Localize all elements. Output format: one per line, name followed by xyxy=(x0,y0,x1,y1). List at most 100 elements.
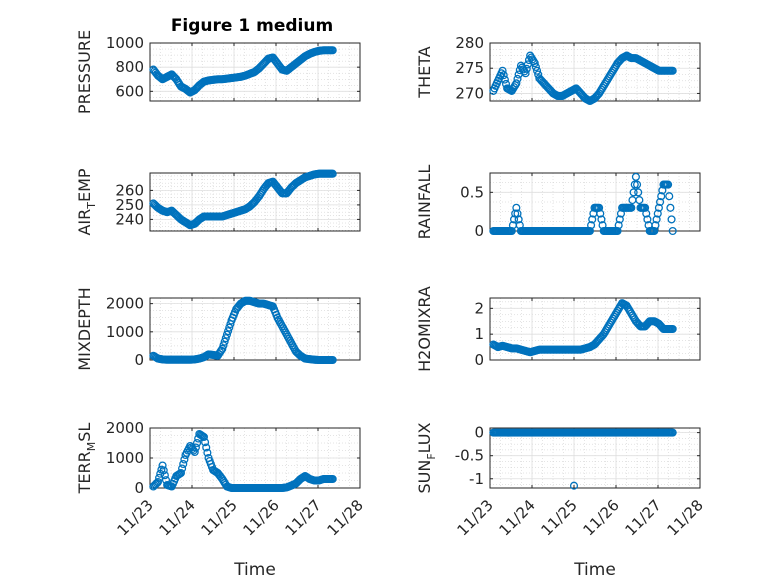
y-tick-label: 0 xyxy=(134,351,144,369)
y-axis-label: TERRMSL xyxy=(75,423,98,495)
data-point xyxy=(530,59,539,68)
x-axis-label: Time xyxy=(233,560,276,580)
y-tick-label: -1 xyxy=(469,470,484,488)
y-tick-label: 1 xyxy=(474,325,484,343)
x-tick-label: 11/27 xyxy=(622,496,665,539)
y-tick-label: 275 xyxy=(455,59,484,77)
data-series xyxy=(149,429,337,493)
data-point xyxy=(512,79,521,88)
y-tick-label: 0.5 xyxy=(460,183,484,201)
data-series xyxy=(489,428,677,490)
data-point xyxy=(652,215,661,224)
y-tick-label: -0.5 xyxy=(455,447,484,465)
data-point xyxy=(203,448,212,457)
figure-title: Figure 1 medium xyxy=(171,16,333,36)
x-tick-label: 11/25 xyxy=(198,496,241,539)
data-series xyxy=(489,299,677,357)
data-point xyxy=(666,203,675,212)
y-tick-label: 0 xyxy=(474,222,484,240)
data-point xyxy=(328,474,337,484)
data-point xyxy=(221,334,230,343)
data-point xyxy=(179,459,188,469)
y-tick-label: 1000 xyxy=(106,34,144,52)
y-tick-label: 1000 xyxy=(106,323,144,341)
x-tick-label: 11/24 xyxy=(496,496,539,539)
y-axis-label: THETA xyxy=(415,46,434,98)
y-axis-label: PRESSURE xyxy=(75,30,94,114)
data-point xyxy=(521,69,530,78)
y-axis-label: RAINFALL xyxy=(415,165,434,240)
data-point xyxy=(176,468,186,478)
subplot-4: 0 0.5 RAINFALL xyxy=(415,165,701,240)
data-point xyxy=(500,75,509,84)
data-point xyxy=(201,438,210,447)
data-point xyxy=(160,471,169,480)
data-point xyxy=(642,209,651,218)
y-axis-label: SUNFLUX xyxy=(415,422,438,493)
data-point xyxy=(668,66,677,75)
y-axis-label: H2OMIXRA xyxy=(415,286,434,372)
x-tick-label: 11/28 xyxy=(664,496,707,539)
data-point xyxy=(630,180,639,189)
data-point xyxy=(531,62,540,72)
data-point xyxy=(613,226,622,236)
axes-outline xyxy=(489,172,701,232)
data-series xyxy=(149,46,337,97)
data-point xyxy=(654,203,663,212)
data-point xyxy=(328,46,337,55)
axes-outline xyxy=(149,42,361,102)
data-point xyxy=(513,209,522,218)
subplot-6: 0 1 2 H2OMIXRA xyxy=(415,286,701,372)
y-tick-label: 2 xyxy=(474,299,484,317)
y-tick-label: 0 xyxy=(134,479,144,497)
y-tick-label: 270 xyxy=(455,84,484,102)
data-point xyxy=(498,66,507,75)
y-tick-label: 2000 xyxy=(106,419,144,437)
data-point xyxy=(657,192,666,201)
data-point xyxy=(225,323,234,332)
y-tick-label: 600 xyxy=(115,82,144,100)
y-tick-label: 800 xyxy=(115,58,144,76)
data-point xyxy=(534,70,543,79)
data-point xyxy=(532,66,542,75)
data-point xyxy=(202,443,211,452)
data-point xyxy=(159,466,168,475)
data-point xyxy=(507,226,516,236)
x-axis-label: Time xyxy=(573,560,616,580)
data-point xyxy=(328,355,337,365)
data-point xyxy=(641,203,650,212)
y-tick-label: 0 xyxy=(474,424,484,442)
data-point xyxy=(664,180,673,189)
subplot-1: 600 800 1000 PRESSURE xyxy=(75,30,361,114)
data-point xyxy=(180,455,189,464)
x-tick-label: 11/23 xyxy=(114,496,157,539)
data-point xyxy=(501,79,511,89)
subplot-2: 270 275 280 THETA xyxy=(415,34,701,106)
y-tick-label: 0 xyxy=(474,351,484,369)
y-tick-label: 250 xyxy=(115,196,144,214)
data-point xyxy=(588,215,597,224)
data-point xyxy=(585,226,594,236)
data-point xyxy=(511,209,520,218)
data-point xyxy=(597,215,606,224)
y-tick-label: 260 xyxy=(115,181,144,199)
data-point xyxy=(224,327,233,336)
y-tick-label: 2000 xyxy=(106,295,144,313)
data-point xyxy=(668,324,677,334)
data-point xyxy=(627,203,636,212)
data-point xyxy=(667,215,676,224)
data-point xyxy=(199,432,208,442)
x-tick-label: 11/27 xyxy=(282,496,325,539)
data-point xyxy=(522,64,531,73)
data-point xyxy=(222,330,231,339)
axes-outline xyxy=(489,297,701,361)
data-point xyxy=(218,344,227,353)
y-axis-label: MIXDEPTH xyxy=(75,287,94,370)
data-point xyxy=(513,74,522,83)
data-point xyxy=(614,221,623,230)
data-point xyxy=(596,209,605,218)
data-series xyxy=(489,51,677,106)
data-point xyxy=(158,461,167,470)
